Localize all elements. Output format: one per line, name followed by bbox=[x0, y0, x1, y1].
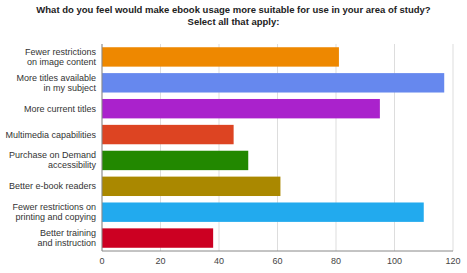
tick-label: 60 bbox=[272, 256, 282, 266]
grid bbox=[102, 44, 453, 251]
title: What do you feel would make ebook usage … bbox=[36, 4, 431, 27]
bar bbox=[102, 125, 234, 144]
category-label: Fewer restrictionson image content bbox=[25, 47, 97, 67]
category-label: Better trainingand instruction bbox=[37, 228, 96, 248]
chart: What do you feel would make ebook usage … bbox=[0, 0, 467, 273]
tick-label: 40 bbox=[214, 256, 224, 266]
bar bbox=[102, 99, 380, 118]
bar bbox=[102, 47, 339, 66]
y-axis bbox=[102, 44, 103, 251]
category-label: More titles availablein my subject bbox=[16, 73, 96, 93]
bar bbox=[102, 202, 424, 221]
tick-label: 20 bbox=[155, 256, 165, 266]
x-ticks: 0 20 40 60 80 100 120 bbox=[99, 256, 460, 266]
tick-label: 100 bbox=[387, 256, 402, 266]
tick-label: 80 bbox=[331, 256, 341, 266]
category-label: More current titles bbox=[24, 104, 97, 114]
category-label: Multimedia capabilities bbox=[5, 130, 96, 140]
bar bbox=[102, 228, 213, 247]
category-label: Purchase on Demandaccessibility bbox=[9, 150, 97, 170]
bars bbox=[102, 47, 444, 248]
grid-line bbox=[102, 44, 103, 251]
grid-line bbox=[453, 44, 454, 251]
tick-label: 120 bbox=[445, 256, 460, 266]
y-labels: Better trainingand instruction Fewer rest… bbox=[5, 47, 96, 248]
category-label: Fewer restrictions onprinting and copyin… bbox=[12, 202, 96, 222]
x-axis bbox=[102, 251, 453, 252]
category-label: Better e-book readers bbox=[9, 181, 97, 191]
bar bbox=[102, 73, 444, 92]
bar bbox=[102, 151, 248, 170]
bar bbox=[102, 177, 280, 196]
tick-label: 0 bbox=[99, 256, 104, 266]
